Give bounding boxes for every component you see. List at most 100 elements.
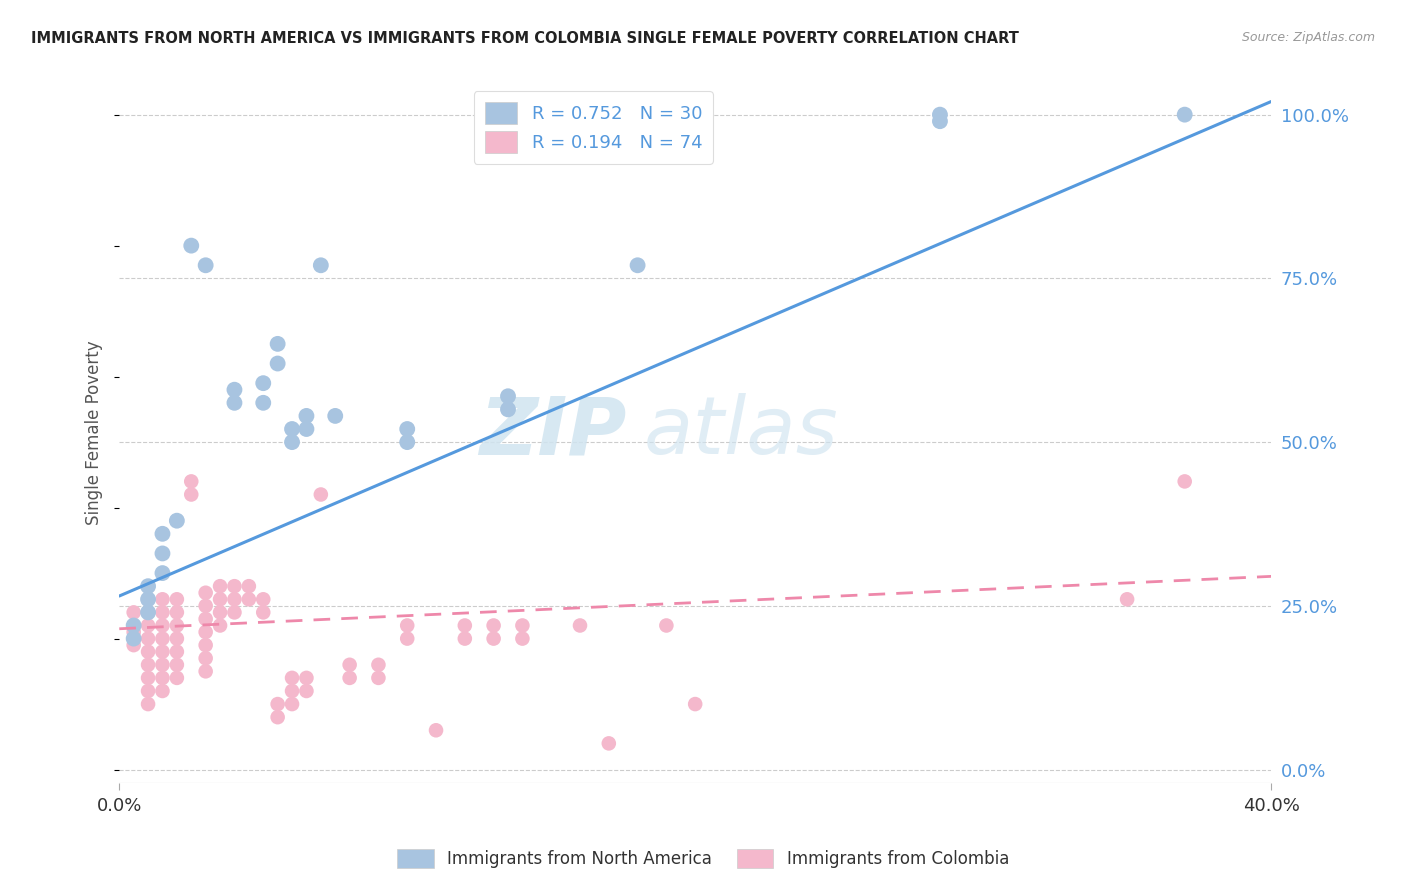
Point [1174, 475, 1197, 489]
Point [224, 579, 246, 593]
Point [929, 108, 952, 122]
Point [281, 684, 304, 698]
Point [166, 592, 188, 607]
Point [396, 632, 419, 646]
Point [339, 657, 361, 672]
Point [136, 618, 159, 632]
Point [166, 645, 188, 659]
Point [224, 592, 246, 607]
Point [122, 638, 145, 652]
Point [512, 618, 534, 632]
Point [496, 389, 519, 403]
Point [194, 638, 217, 652]
Point [252, 606, 274, 620]
Point [122, 632, 145, 646]
Point [166, 606, 188, 620]
Point [152, 632, 174, 646]
Point [122, 618, 145, 632]
Point [482, 632, 505, 646]
Point [122, 606, 145, 620]
Point [309, 487, 332, 501]
Point [136, 606, 159, 620]
Point [194, 258, 217, 272]
Text: atlas: atlas [644, 393, 838, 471]
Point [1116, 592, 1139, 607]
Point [266, 357, 288, 371]
Point [496, 402, 519, 417]
Point [136, 645, 159, 659]
Point [152, 592, 174, 607]
Point [598, 736, 620, 750]
Point [194, 612, 217, 626]
Point [252, 396, 274, 410]
Point [454, 632, 477, 646]
Point [194, 586, 217, 600]
Point [482, 618, 505, 632]
Point [194, 665, 217, 679]
Point [367, 671, 389, 685]
Point [166, 618, 188, 632]
Point [224, 383, 246, 397]
Point [238, 592, 260, 607]
Text: ZIP: ZIP [478, 393, 626, 471]
Point [281, 671, 304, 685]
Point [180, 487, 202, 501]
Point [209, 618, 232, 632]
Point [136, 632, 159, 646]
Point [252, 592, 274, 607]
Point [166, 657, 188, 672]
Point [626, 258, 648, 272]
Point [152, 671, 174, 685]
Point [454, 618, 477, 632]
Point [136, 684, 159, 698]
Y-axis label: Single Female Poverty: Single Female Poverty [86, 340, 103, 524]
Point [367, 657, 389, 672]
Point [166, 632, 188, 646]
Point [339, 671, 361, 685]
Point [929, 114, 952, 128]
Point [425, 723, 447, 738]
Point [209, 579, 232, 593]
Point [309, 258, 332, 272]
Point [266, 337, 288, 351]
Point [180, 238, 202, 252]
Point [194, 651, 217, 665]
Point [323, 409, 346, 423]
Point [295, 684, 318, 698]
Point [152, 566, 174, 580]
Point [683, 697, 706, 711]
Text: IMMIGRANTS FROM NORTH AMERICA VS IMMIGRANTS FROM COLOMBIA SINGLE FEMALE POVERTY : IMMIGRANTS FROM NORTH AMERICA VS IMMIGRA… [31, 31, 1019, 46]
Point [209, 606, 232, 620]
Point [224, 396, 246, 410]
Point [136, 671, 159, 685]
Point [152, 657, 174, 672]
Point [655, 618, 678, 632]
Legend: R = 0.752   N = 30, R = 0.194   N = 74: R = 0.752 N = 30, R = 0.194 N = 74 [474, 91, 713, 164]
Point [152, 526, 174, 541]
Point [266, 697, 288, 711]
Point [266, 710, 288, 724]
Point [281, 697, 304, 711]
Point [122, 625, 145, 640]
Point [152, 546, 174, 560]
Point [166, 671, 188, 685]
Point [136, 606, 159, 620]
Point [396, 422, 419, 436]
Point [569, 618, 592, 632]
Point [152, 684, 174, 698]
Text: Source: ZipAtlas.com: Source: ZipAtlas.com [1241, 31, 1375, 45]
Point [136, 592, 159, 607]
Point [136, 579, 159, 593]
Point [238, 579, 260, 593]
Point [252, 376, 274, 391]
Point [152, 645, 174, 659]
Point [152, 618, 174, 632]
Point [209, 592, 232, 607]
Point [396, 618, 419, 632]
Point [281, 422, 304, 436]
Point [1174, 108, 1197, 122]
Point [194, 599, 217, 613]
Point [295, 409, 318, 423]
Point [194, 625, 217, 640]
Point [122, 618, 145, 632]
